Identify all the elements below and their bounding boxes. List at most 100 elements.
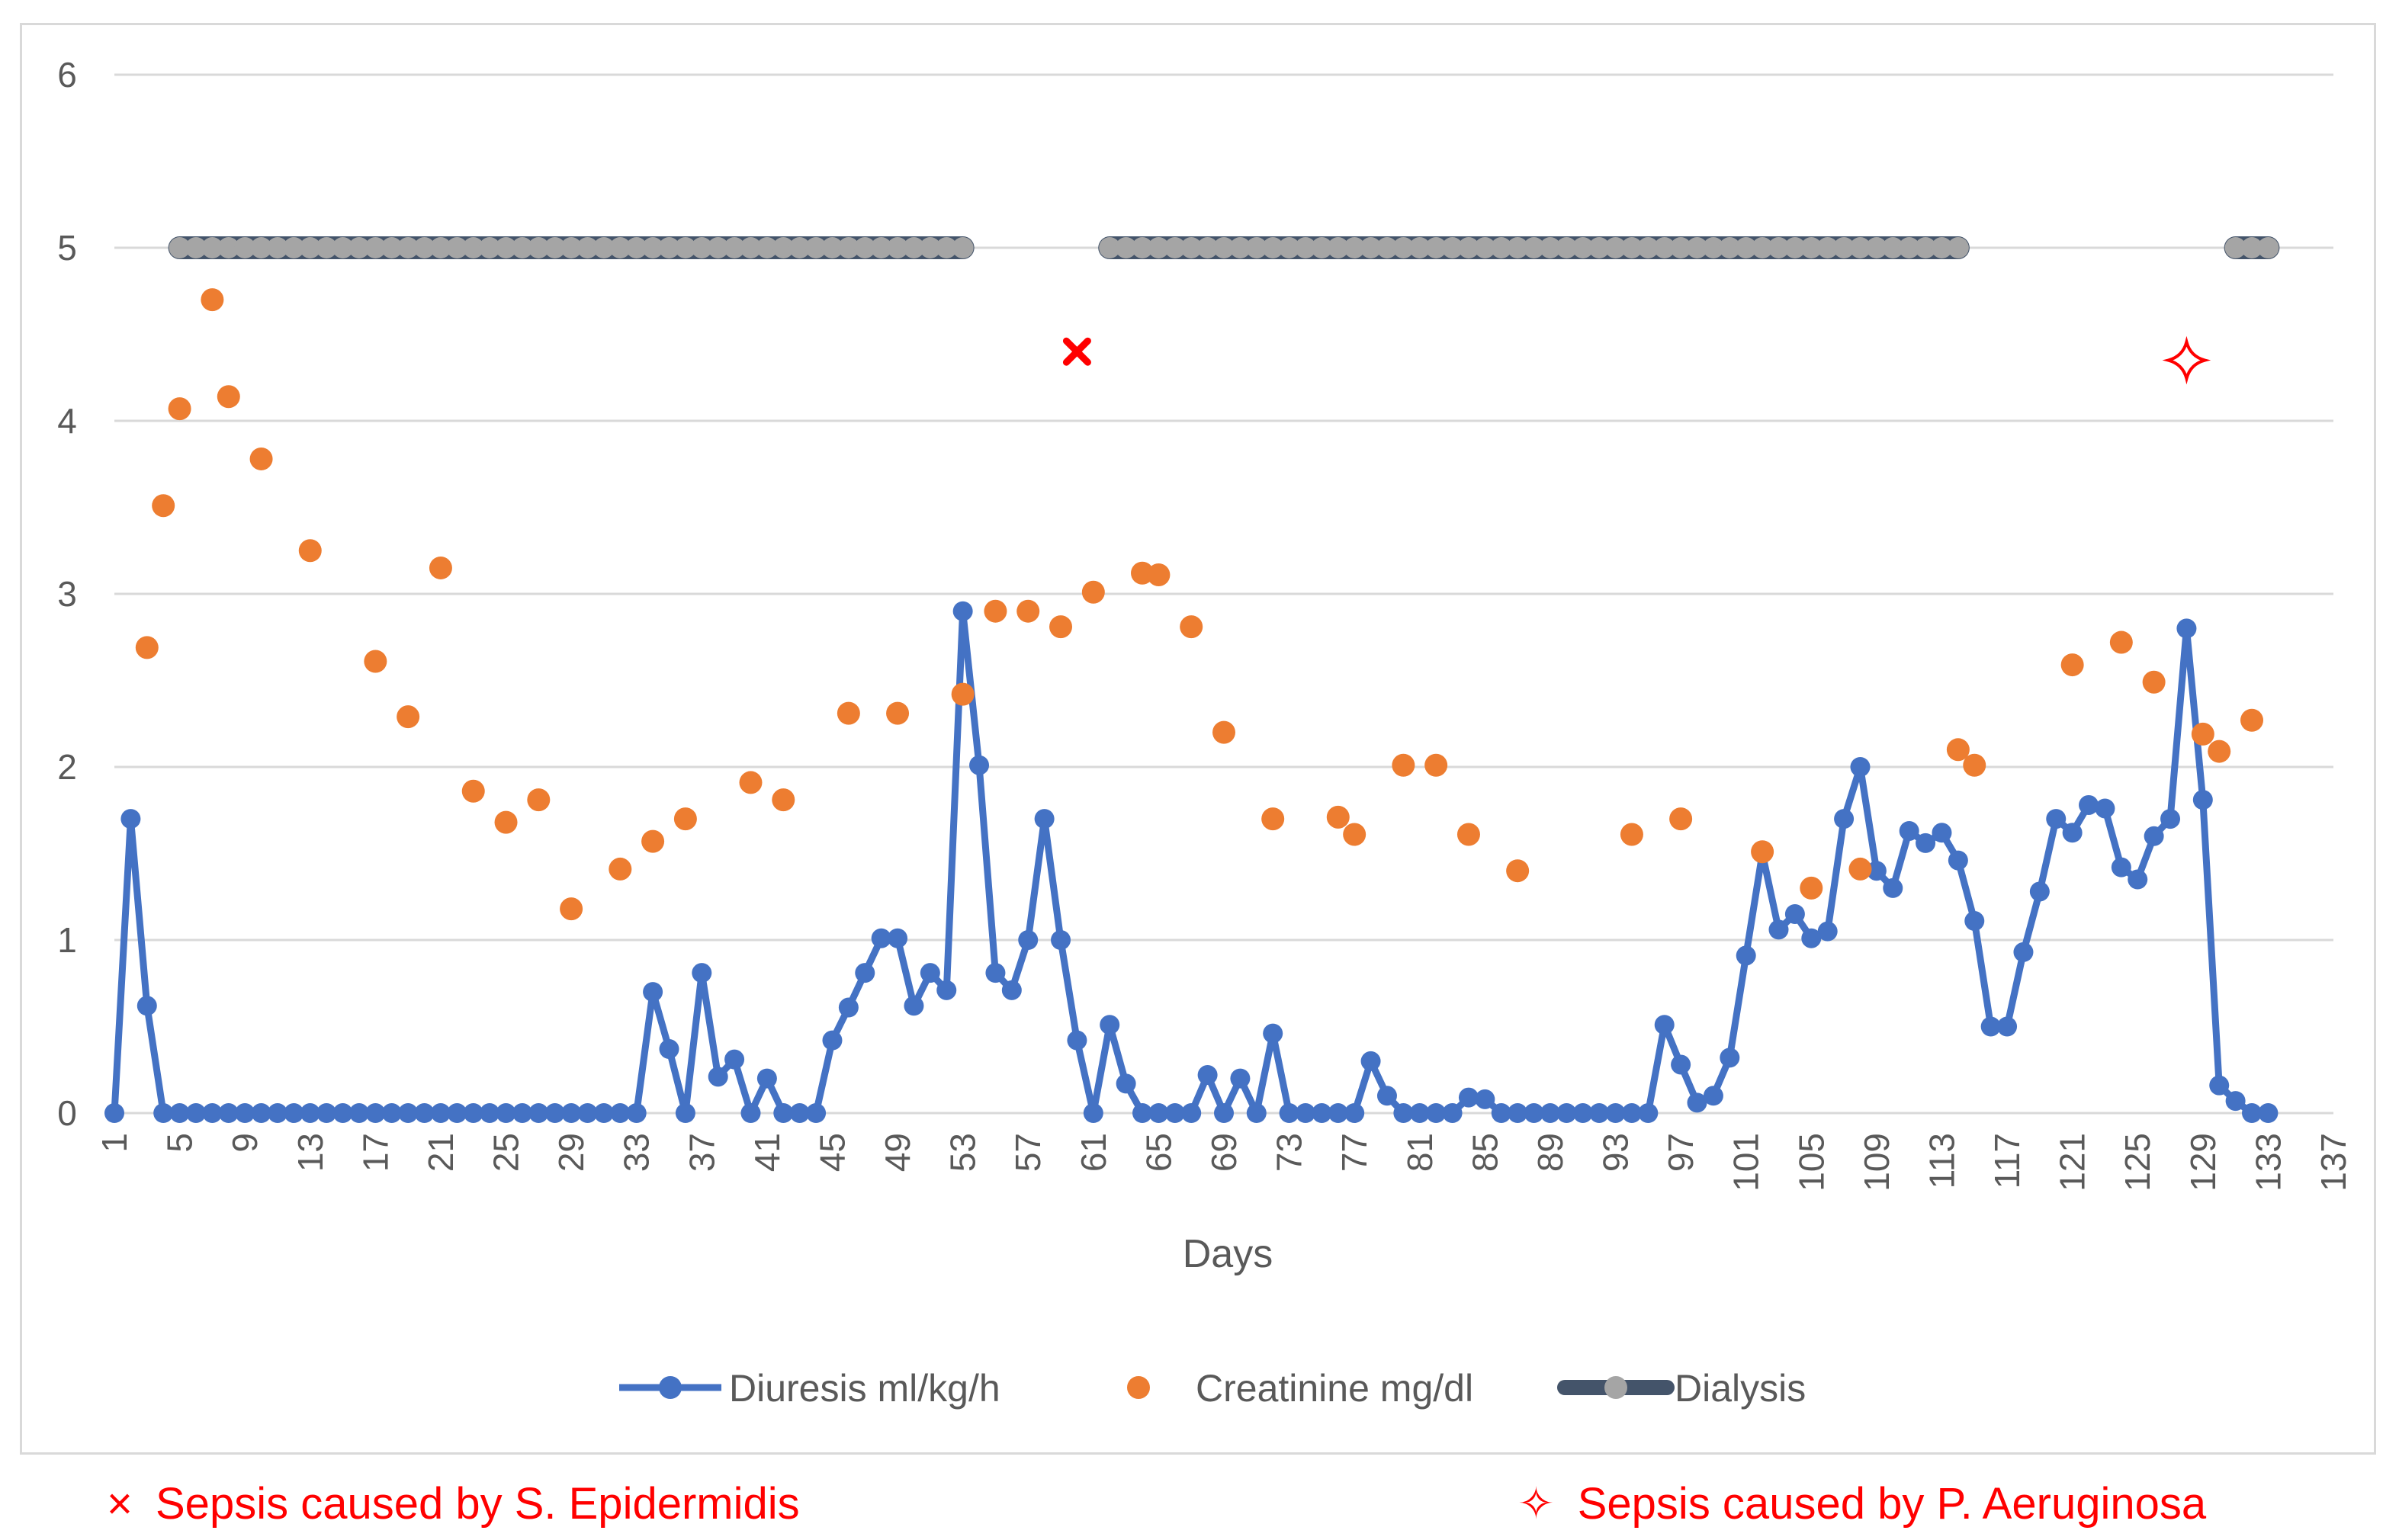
- diuresis-point: [1654, 1015, 1675, 1035]
- diuresis-point: [1621, 1103, 1642, 1123]
- annotation-s-epidermidis-legend: × Sepsis caused by S. Epidermidis: [107, 1479, 800, 1529]
- creatinine-point: [1963, 753, 1986, 777]
- x-tick-label: 37: [682, 1133, 721, 1172]
- diuresis-point: [985, 963, 1006, 983]
- diuresis-point: [904, 996, 924, 1016]
- dialysis-point: [788, 237, 811, 258]
- dialysis-point: [772, 237, 795, 258]
- annotation-p-aeruginosa-label: Sepsis caused by P. Aeruginosa: [1578, 1479, 2207, 1529]
- diuresis-point: [185, 1103, 206, 1123]
- diuresis-point: [381, 1103, 402, 1123]
- diuresis-point: [1360, 1051, 1381, 1071]
- diuresis-point: [1817, 921, 1838, 942]
- diuresis-point: [724, 1049, 745, 1070]
- gridlines: [114, 73, 2333, 1115]
- legend-diuresis-marker: [659, 1376, 682, 1399]
- diuresis-point: [480, 1103, 500, 1123]
- diuresis-point: [1230, 1068, 1251, 1089]
- dialysis-point: [1719, 237, 1741, 258]
- dialysis-point: [1360, 237, 1382, 258]
- dialysis-point: [707, 237, 729, 258]
- chart-frame: [20, 23, 2376, 1455]
- diuresis-point: [1263, 1023, 1283, 1044]
- creatinine-point: [461, 779, 485, 803]
- y-tick-label: 3: [57, 574, 77, 614]
- diuresis-point: [855, 963, 875, 983]
- dialysis-point: [642, 237, 664, 258]
- diuresis-point: [2046, 809, 2067, 829]
- dialysis-point: [1947, 237, 1969, 258]
- creatinine-point: [168, 397, 191, 421]
- x-tick-label: 101: [1726, 1133, 1766, 1192]
- diuresis-point: [1687, 1092, 1707, 1113]
- diuresis-point: [1246, 1103, 1267, 1123]
- legend-dialysis-marker: [1604, 1376, 1627, 1399]
- dialysis-point: [1556, 237, 1578, 258]
- diuresis-point: [316, 1103, 337, 1123]
- creatinine-point: [1669, 807, 1693, 831]
- x-tick-label: 5: [160, 1133, 200, 1153]
- diuresis-point: [169, 1103, 190, 1123]
- diuresis-point: [1964, 911, 1985, 932]
- diuresis-point: [1083, 1103, 1103, 1123]
- dialysis-point: [544, 237, 566, 258]
- dialysis-point: [1262, 237, 1284, 258]
- x-tick-label: 1: [95, 1133, 134, 1153]
- dialysis-point: [2241, 237, 2263, 258]
- diuresis-point: [1605, 1103, 1626, 1123]
- diuresis-point: [136, 996, 157, 1016]
- diuresis-point: [593, 1103, 614, 1123]
- dialysis-point: [1686, 237, 1708, 258]
- dialysis-point: [1507, 237, 1529, 258]
- dialysis-point: [1572, 237, 1594, 258]
- legend-item-creatinine: Creatinine mg/dl: [1127, 1367, 1473, 1410]
- x-tick-label: 49: [878, 1133, 917, 1172]
- dialysis-point: [576, 237, 599, 258]
- diuresis-point: [643, 982, 663, 1003]
- diuresis-series: [104, 601, 2279, 1123]
- diuresis-point: [2095, 798, 2115, 819]
- diuresis-point: [952, 601, 973, 621]
- creatinine-point: [641, 829, 665, 853]
- y-tick-label: 2: [57, 747, 77, 787]
- dialysis-point: [837, 237, 859, 258]
- dialysis-point: [1523, 237, 1545, 258]
- creatinine-point: [1081, 580, 1105, 604]
- creatinine-point: [1620, 823, 1643, 846]
- creatinine-point: [1424, 753, 1448, 777]
- diuresis-point: [2079, 794, 2099, 815]
- dialysis-point: [429, 237, 451, 258]
- creatinine-point: [1147, 563, 1171, 587]
- y-tick-label: 6: [57, 55, 77, 95]
- diuresis-point: [120, 809, 141, 829]
- dialysis-point: [919, 237, 941, 258]
- diuresis-point: [414, 1103, 435, 1123]
- dialysis-point: [1344, 237, 1366, 258]
- dialysis-point: [169, 237, 191, 258]
- diuresis-point: [1067, 1030, 1087, 1051]
- dialysis-point: [1441, 237, 1463, 258]
- diuresis-point: [1671, 1054, 1691, 1075]
- diuresis-point: [2209, 1075, 2230, 1096]
- creatinine-point: [364, 650, 387, 673]
- dialysis-point: [397, 237, 419, 258]
- diuresis-point: [1001, 980, 1022, 1000]
- diuresis-point: [1948, 850, 1968, 871]
- x-tick-label: 17: [355, 1133, 395, 1172]
- diuresis-point: [104, 1103, 124, 1123]
- dialysis-point: [1294, 237, 1316, 258]
- x-tick-label: 77: [1334, 1133, 1374, 1172]
- dialysis-point: [740, 237, 762, 258]
- x-tick-label: 13: [291, 1133, 330, 1172]
- diuresis-point: [1899, 820, 1919, 841]
- x-axis-ticks: 1 5 9 13 17 21 25 29 33 37 41 45 49 53 57 61 65 69 73 77 81 8…: [95, 1133, 2353, 1192]
- dialysis-point: [1457, 237, 1479, 258]
- diuresis-point: [969, 755, 990, 775]
- creatinine-point: [2060, 653, 2084, 677]
- dialysis-point: [674, 237, 696, 258]
- x-tick-label: 85: [1465, 1133, 1505, 1172]
- dialysis-point: [1180, 237, 1203, 258]
- dialysis-point: [1702, 237, 1724, 258]
- dialysis-point: [593, 237, 615, 258]
- legend-creatinine-marker: [1127, 1376, 1150, 1399]
